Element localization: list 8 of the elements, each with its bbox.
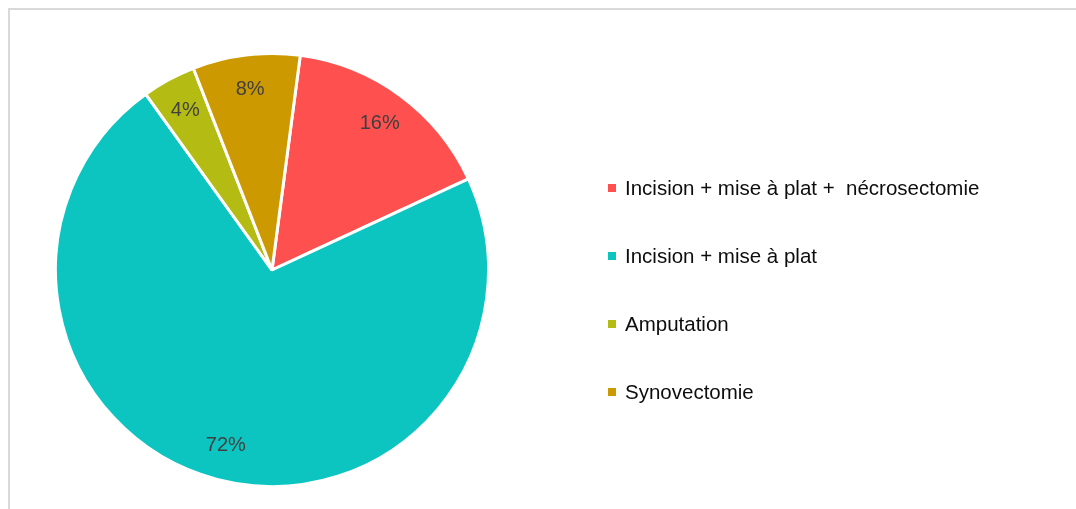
legend-label: Amputation	[625, 312, 729, 336]
legend-label: Incision + mise à plat + nécrosectomie	[625, 176, 980, 200]
data-label: 8%	[235, 76, 265, 99]
legend-label: Synovectomie	[625, 380, 754, 404]
data-label: 4%	[170, 97, 200, 120]
data-label: 16%	[359, 110, 400, 133]
legend-label: Incision + mise à plat	[625, 244, 817, 268]
data-label: 72%	[205, 433, 247, 456]
